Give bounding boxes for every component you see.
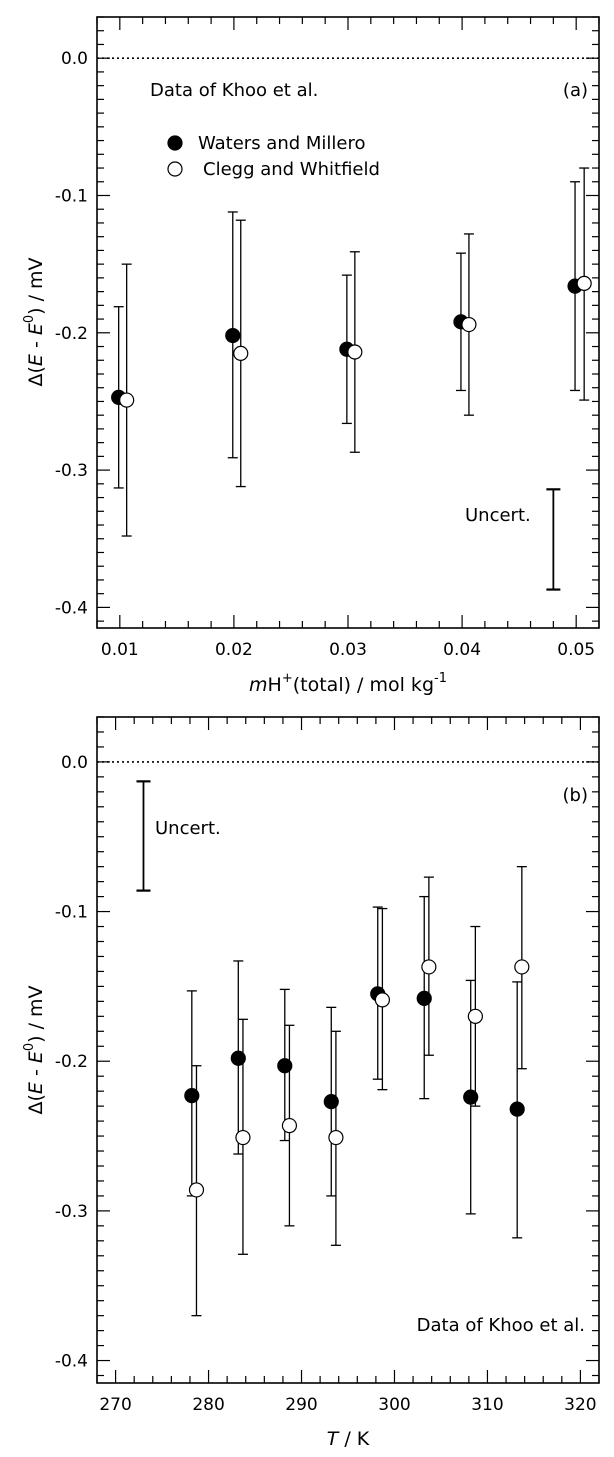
data-point-open	[347, 344, 363, 360]
panel-a: 0.01 0.02 0.03 0.04 0.050.0-0.1-0.2-0.3-0.4 …	[22, 16, 600, 696]
data-point-open	[421, 959, 437, 975]
y-tick-label: 0.0	[61, 49, 88, 69]
legend-marker-filled	[167, 135, 183, 151]
y-tick-label: -0.2	[55, 1052, 88, 1072]
data-point-open	[461, 316, 477, 333]
x-tick-label: 290	[285, 1395, 317, 1415]
panel-a-ticks	[96, 16, 600, 628]
series-waters-millero	[111, 181, 583, 489]
x-tick-label: 300	[378, 1395, 410, 1415]
panel-a-legend: Waters and Millero Clegg and Whitfield	[167, 133, 380, 180]
legend-label-clegg-whitfield: Clegg and Whitfield	[203, 159, 380, 180]
data-point-open	[235, 1129, 251, 1146]
panel-a-tick-labels: 0.01 0.02 0.03 0.04 0.05 0.0 -0.1 -0.2 -0.3 -0.4	[55, 49, 595, 660]
uncertainty-bar	[546, 488, 561, 591]
data-point-open	[374, 992, 390, 1008]
y-tick-label: -0.1	[55, 903, 88, 923]
data-point-open	[233, 345, 249, 361]
data-point-filled	[277, 1058, 293, 1074]
panel-b-x-axis-label: T / K	[327, 1428, 370, 1450]
y-tick-label: -0.2	[55, 324, 88, 344]
data-point-filled	[225, 327, 241, 344]
uncertainty-bar	[136, 780, 151, 892]
data-point-open	[188, 1182, 205, 1198]
series-waters-millero	[184, 895, 525, 1239]
data-point-filled	[509, 1101, 525, 1117]
data-point-open	[328, 1129, 344, 1146]
x-tick-label: 0.05	[557, 640, 595, 660]
y-tick-label: -0.1	[55, 186, 88, 206]
data-point-open	[467, 1008, 483, 1024]
panel-b-annotation: Data of Khoo et al.	[417, 1315, 585, 1336]
data-point-filled	[184, 1088, 200, 1104]
y-tick-label: -0.4	[55, 1352, 88, 1372]
panel-b-ticks	[96, 716, 600, 1383]
series-clegg-whitfield	[188, 866, 530, 1317]
data-point-filled	[323, 1094, 339, 1110]
data-point-filled	[230, 1050, 246, 1066]
panel-b: 270 280 290 300 310 320 0.0 -0.1 -0.2 -0.3 -0.4 (b…	[22, 716, 600, 1450]
data-point-filled	[416, 990, 432, 1006]
panel-a-uncert-label: Uncert.	[465, 505, 531, 526]
panel-b-label: (b)	[563, 785, 588, 806]
x-tick-label: 270	[99, 1395, 131, 1415]
panel-a-label: (a)	[563, 80, 588, 101]
panel-a-annotation: Data of Khoo et al.	[150, 80, 318, 101]
legend-marker-open	[167, 161, 183, 177]
y-tick-label: -0.3	[55, 461, 88, 481]
y-tick-label: -0.4	[55, 598, 88, 618]
panel-b-y-axis-label: Δ(E - E0) / mV	[22, 985, 47, 1114]
x-tick-label: 0.03	[329, 640, 367, 660]
x-tick-label: 0.04	[443, 640, 481, 660]
panel-b-frame	[96, 716, 600, 1384]
y-tick-label: -0.3	[55, 1202, 88, 1222]
data-point-open	[281, 1117, 298, 1134]
data-point-filled	[463, 1089, 479, 1105]
x-tick-label: 0.01	[101, 640, 139, 660]
panel-b-plot-area	[97, 761, 599, 1317]
data-point-open	[119, 392, 135, 408]
series-clegg-whitfield	[119, 167, 592, 537]
x-tick-label: 0.02	[215, 640, 253, 660]
panel-b-tick-labels: 270 280 290 300 310 320 0.0 -0.1 -0.2 -0.3 -0.4	[55, 753, 597, 1415]
y-tick-label: 0.0	[61, 753, 88, 773]
data-point-open	[514, 959, 530, 975]
legend-label-waters-millero: Waters and Millero	[198, 133, 366, 154]
x-tick-label: 320	[564, 1395, 596, 1415]
panel-a-frame	[96, 16, 600, 629]
x-tick-label: 310	[471, 1395, 503, 1415]
panel-a-plot-area	[97, 57, 599, 591]
panel-a-x-axis-label: mH+(total) / mol kg-1	[249, 671, 447, 696]
panel-a-y-axis-label: Δ(E - E0) / mV	[22, 257, 47, 386]
x-tick-label: 280	[192, 1395, 224, 1415]
panel-b-uncert-label: Uncert.	[155, 818, 221, 839]
data-point-open	[576, 275, 592, 291]
